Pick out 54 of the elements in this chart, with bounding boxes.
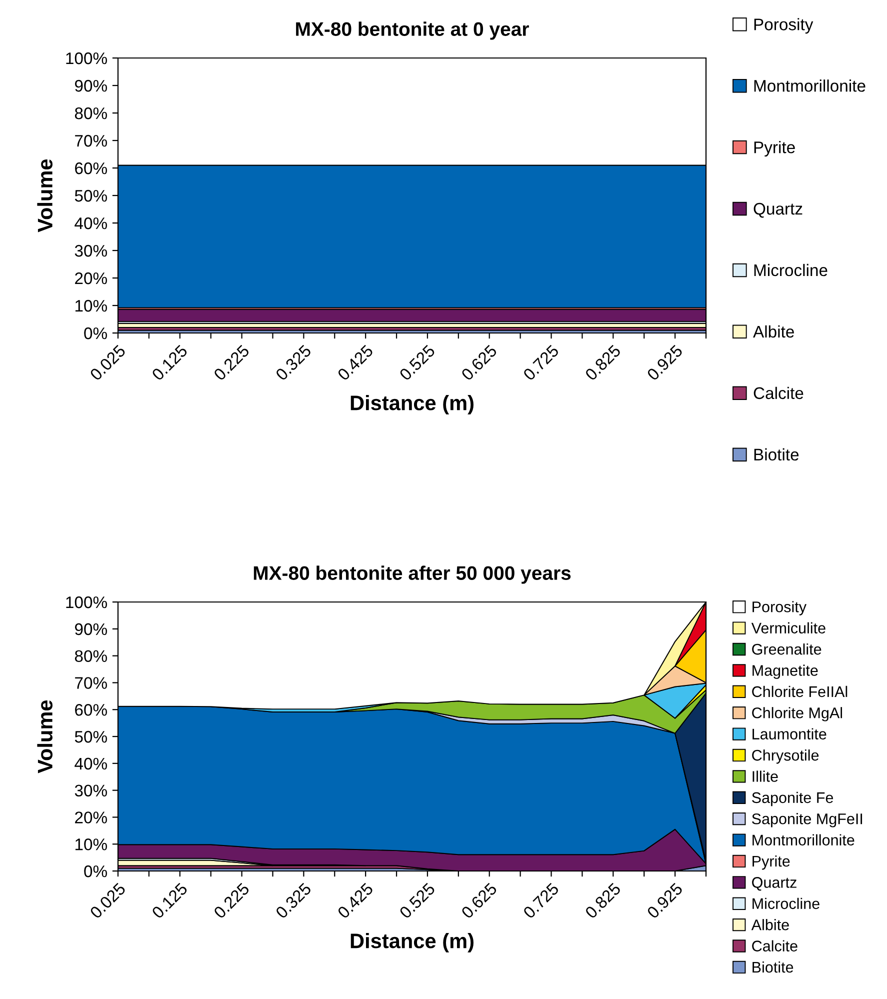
legend-label: Porosity <box>754 18 814 34</box>
x-axis-title: Distance (m) <box>350 395 474 414</box>
legend-label: Quartz <box>752 877 796 891</box>
y-tick-label: 30% <box>74 784 107 797</box>
y-tick-label: 40% <box>74 217 107 230</box>
legend-label: Vermiculite <box>751 622 826 634</box>
y-tick-label: 20% <box>75 272 107 284</box>
legend-label: Microcline <box>752 898 820 910</box>
legend-label: Albite <box>751 919 789 930</box>
y-tick-label: 50% <box>74 190 107 202</box>
y-tick-label: 10% <box>75 300 107 312</box>
y-tick-label: 90% <box>75 80 107 92</box>
x-axis-title: Distance (m) <box>350 933 474 952</box>
y-tick-label: 90% <box>75 623 107 636</box>
legend-label: Montmorillonite <box>754 80 866 92</box>
legend-label: Chrysotile <box>752 749 819 764</box>
legend-label: Calcite <box>754 386 804 400</box>
y-tick-label: 70% <box>75 677 107 689</box>
y-tick-label: 0% <box>84 865 107 878</box>
y-tick-label: 100% <box>66 596 107 608</box>
chart-title: MX-80 bentonite after 50 000 years <box>254 566 571 584</box>
legend-label: Porosity <box>752 601 806 616</box>
y-tick-label: 60% <box>75 704 107 716</box>
legend-label: Chlorite FeIIAl <box>752 686 848 698</box>
y-tick-label: 50% <box>74 730 107 743</box>
legend-label: Calcite <box>752 940 798 952</box>
y-tick-label: 20% <box>75 812 107 824</box>
y-tick-label: 10% <box>75 838 107 850</box>
legend-label: Illite <box>752 770 778 782</box>
legend-label: Montmorillonite <box>752 834 854 846</box>
y-tick-label: 40% <box>74 758 107 770</box>
legend-label: Pyrite <box>752 855 790 870</box>
legend-label: Albite <box>753 325 794 338</box>
legend-label: Quartz <box>754 202 802 218</box>
legend-label: Biotite <box>754 448 799 461</box>
y-tick-label: 80% <box>74 650 107 662</box>
y-tick-label: 80% <box>74 107 107 120</box>
legend-label: Magnetite <box>752 664 818 679</box>
y-tick-label: 60% <box>75 162 107 174</box>
y-tick-label: 70% <box>75 134 107 147</box>
legend-label: Microcline <box>754 264 828 276</box>
legend-label: Biotite <box>752 961 794 973</box>
y-axis-title: Volume <box>37 700 53 774</box>
legend-label: Pyrite <box>754 141 795 157</box>
y-axis-title: Volume <box>37 159 53 232</box>
y-tick-label: 30% <box>74 244 107 257</box>
legend-label: Greenalite <box>752 643 822 655</box>
legend-label: Laumontite <box>752 728 826 740</box>
legend-label: Chlorite MgAl <box>752 707 842 722</box>
y-tick-label: 0% <box>84 327 107 340</box>
y-tick-label: 100% <box>66 52 107 64</box>
chart-title: MX-80 bentonite at 0 year <box>296 22 529 40</box>
legend-label: Saponite Fe <box>752 792 834 806</box>
legend-label: Saponite MgFeII <box>752 813 862 828</box>
